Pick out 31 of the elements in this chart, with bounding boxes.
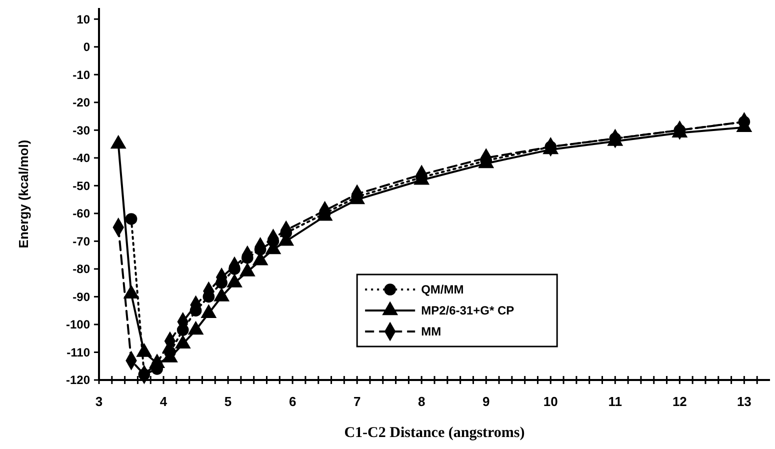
x-tick-label: 5 <box>224 394 232 409</box>
legend-label: QM/MM <box>421 282 464 297</box>
x-tick-label: 10 <box>543 394 558 409</box>
y-tick-label: 0 <box>83 40 90 54</box>
y-tick-label: -10 <box>72 68 90 82</box>
y-tick-label: -30 <box>72 123 90 138</box>
y-tick-label: -20 <box>72 96 90 110</box>
y-tick-label: -90 <box>72 290 90 304</box>
x-tick-label: 7 <box>353 394 361 409</box>
y-tick-label: -80 <box>72 262 90 276</box>
y-tick-label: -40 <box>72 151 90 166</box>
x-tick-label: 8 <box>418 394 426 409</box>
y-tick-label: -70 <box>72 234 90 248</box>
y-tick-label: -120 <box>66 373 90 388</box>
x-axis-title: C1-C2 Distance (angstroms) <box>344 425 525 441</box>
x-tick-label: 4 <box>160 394 168 409</box>
y-tick-label: -110 <box>66 345 90 360</box>
x-tick-label: 12 <box>672 394 687 409</box>
point <box>125 213 138 225</box>
y-tick-label: -50 <box>72 178 90 193</box>
y-tick-label: 10 <box>76 12 90 26</box>
x-tick-label: 3 <box>95 394 103 409</box>
legend-label: MM <box>421 324 442 339</box>
y-axis-title: Energy (kcal/mol) <box>16 140 31 248</box>
y-tick-label: -100 <box>66 318 90 332</box>
x-tick-label: 13 <box>736 394 752 409</box>
y-tick-label: -60 <box>72 206 90 221</box>
x-tick-label: 6 <box>288 394 296 409</box>
x-tick-label: 9 <box>482 394 490 409</box>
x-tick-label: 11 <box>608 394 622 409</box>
legend-label: MP2/6-31+G* CP <box>421 304 514 318</box>
